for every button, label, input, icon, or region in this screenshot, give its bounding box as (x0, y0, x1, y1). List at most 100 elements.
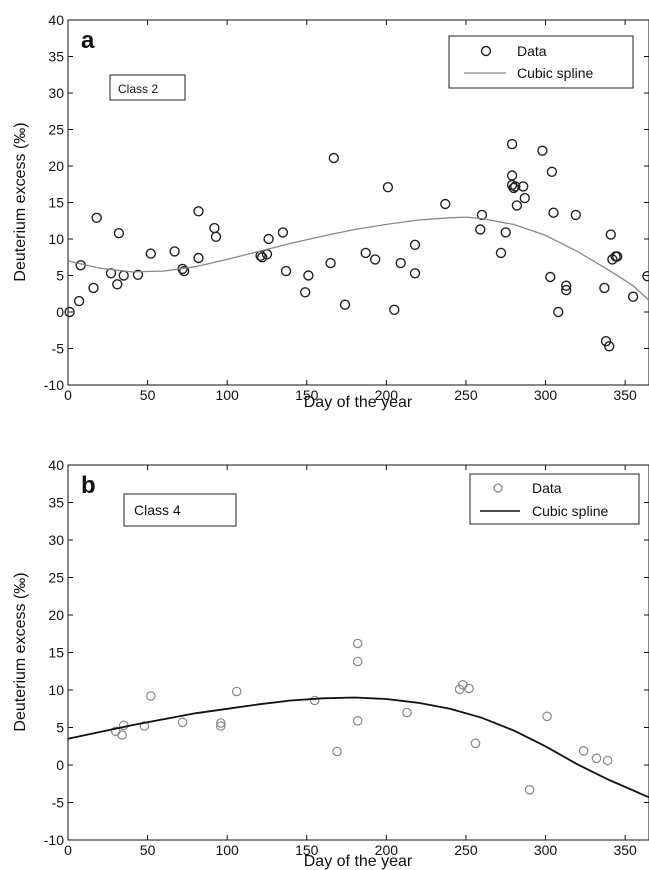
y-tick-label: 10 (48, 682, 64, 698)
data-point (475, 224, 486, 235)
data-point (339, 299, 351, 310)
x-tick-label: 150 (295, 842, 319, 858)
data-point (303, 270, 314, 281)
data-point (325, 257, 336, 269)
data-point (216, 721, 226, 731)
y-tick-label: 40 (48, 12, 64, 28)
data-point (370, 254, 381, 265)
x-tick-label: 0 (64, 387, 72, 403)
data-point (476, 209, 488, 221)
chart-panel-b: b Class 4 0 50 100 150 200 250 300 350 -10 -5 0 5 10… (12, 457, 649, 870)
legend: Data Cubic spline (448, 35, 634, 89)
data-point (332, 746, 342, 757)
x-tick-label: 350 (613, 842, 637, 858)
y-tick-label: 15 (48, 195, 64, 211)
data-point (508, 182, 519, 194)
data-point (506, 138, 518, 150)
y-tick-label: 30 (48, 532, 64, 548)
y-tick-label: 25 (48, 122, 64, 138)
legend-marker-data (480, 45, 492, 57)
data-point (561, 284, 572, 296)
x-tick-label: 50 (140, 387, 156, 403)
data-point (409, 239, 421, 251)
data-point (73, 295, 85, 307)
y-tick-label: 15 (48, 645, 64, 661)
data-point (542, 711, 552, 722)
data-point (139, 721, 150, 731)
data-point (389, 304, 400, 315)
data-point (570, 209, 581, 221)
x-tick-label: 100 (215, 387, 239, 403)
spline-curve (67, 216, 649, 301)
y-axis-title: Deuterium excess (‰) (12, 572, 29, 731)
data-point (548, 207, 559, 218)
data-point (382, 181, 394, 193)
data-point (193, 206, 204, 217)
data-point (132, 269, 144, 280)
data-point (105, 268, 117, 279)
data-point (612, 251, 623, 262)
data-point (519, 192, 530, 204)
x-tick-label: 350 (613, 387, 637, 403)
y-tick-label: -5 (52, 341, 65, 357)
y-tick-label: 20 (48, 607, 64, 623)
data-point (210, 231, 222, 243)
data-point (510, 181, 521, 192)
x-tick-label: 300 (534, 387, 558, 403)
data-point (113, 227, 125, 239)
data-point (470, 738, 481, 749)
data-point (193, 252, 204, 264)
data-point (177, 717, 188, 728)
data-point (300, 287, 311, 298)
y-tick-label: -5 (52, 795, 65, 811)
data-point (360, 247, 371, 259)
x-tick-label: 0 (64, 842, 72, 858)
data-point (352, 656, 363, 667)
data-point (511, 200, 523, 211)
x-tick-label: 150 (295, 387, 319, 403)
data-point (604, 341, 615, 352)
data-point (440, 198, 451, 210)
data-point (561, 280, 572, 291)
data-point (395, 257, 406, 269)
data-point (464, 683, 474, 694)
x-tick-label: 250 (454, 842, 478, 858)
y-tick-label: 40 (48, 457, 64, 473)
x-tick-label: 250 (454, 387, 478, 403)
data-point (280, 265, 292, 277)
x-tick-label: 200 (375, 842, 399, 858)
x-tick-label: 100 (215, 842, 239, 858)
legend-label-spline: Cubic spline (517, 65, 593, 81)
data-point (178, 265, 190, 277)
data-point (495, 247, 507, 259)
data-point (112, 279, 123, 290)
y-tick-label: 25 (48, 570, 64, 586)
data-point (591, 753, 602, 764)
data-point (146, 691, 156, 701)
x-axis-title: Day of the year (304, 394, 413, 411)
data-point (352, 638, 363, 649)
panel-label: b (81, 472, 96, 499)
class-annotation: Class 4 (134, 502, 181, 518)
x-tick-label: 300 (534, 842, 558, 858)
y-tick-label: -10 (44, 377, 64, 393)
legend: Data Cubic spline (469, 473, 640, 525)
y-axis-title: Deuterium excess (‰) (12, 122, 29, 281)
class-annotation: Class 2 (118, 82, 158, 96)
class-annotation-box (123, 493, 237, 527)
data-point (627, 291, 639, 302)
data-point (263, 233, 274, 245)
data-point (88, 282, 99, 294)
y-tick-label: 0 (56, 304, 64, 320)
data-point (642, 271, 649, 282)
x-axis-title: Day of the year (304, 853, 413, 870)
y-tick-label: 5 (56, 720, 64, 736)
x-tick-label: 50 (140, 842, 156, 858)
data-point (91, 212, 102, 224)
data-point (553, 306, 564, 318)
data-point (352, 715, 363, 726)
y-tick-label: 5 (56, 268, 64, 284)
y-tick-label: 30 (48, 85, 64, 101)
data-point (600, 336, 612, 347)
